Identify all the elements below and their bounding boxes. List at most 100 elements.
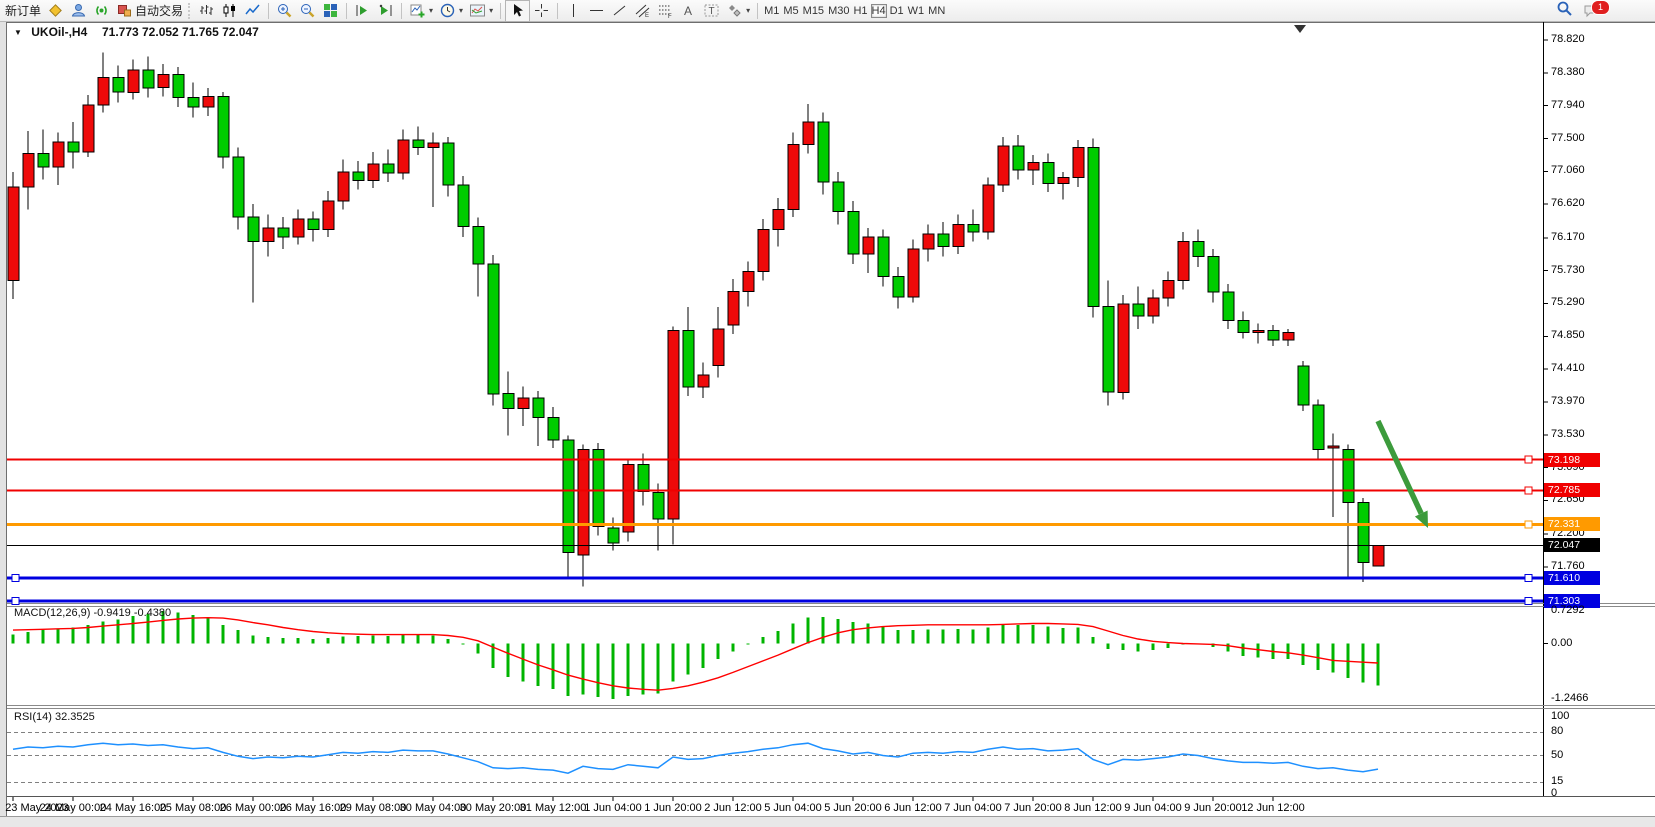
text-label-icon[interactable]: T	[700, 1, 723, 21]
candle-body	[307, 218, 320, 231]
equidistant-channel-icon[interactable]: E	[631, 1, 654, 21]
candle-body	[922, 233, 935, 250]
arrow-annotation[interactable]	[1375, 419, 1428, 528]
candle-body	[397, 139, 410, 174]
candle-body	[847, 211, 860, 255]
period-button[interactable]: ▾	[436, 1, 466, 21]
candle-body	[667, 329, 680, 520]
candle-body	[817, 121, 830, 183]
line-chart-icon[interactable]	[241, 1, 264, 21]
shapes-button[interactable]: ▾	[723, 1, 753, 21]
timeframe-toolbar: M1 M5 M15 M30 H1 H4 D1 W1 MN	[762, 1, 947, 20]
timeframe-button-H1[interactable]: H1	[853, 5, 868, 17]
candle-body	[352, 171, 365, 181]
toolbar-grip	[188, 2, 193, 19]
clock-icon	[440, 3, 455, 18]
chart-background[interactable]	[6, 22, 1655, 816]
candle-body	[157, 73, 170, 89]
candle-body	[907, 248, 920, 298]
candle-body	[1297, 365, 1310, 406]
tile-windows-icon[interactable]	[319, 1, 342, 21]
candle-body	[1327, 445, 1340, 449]
search-icon[interactable]	[1556, 0, 1573, 22]
new-chart-button[interactable]: ▾	[406, 1, 436, 21]
candle-body	[247, 216, 260, 242]
timeframe-button-M1[interactable]: M1	[764, 5, 780, 17]
candle-body	[277, 227, 290, 238]
timeframe-button-M30[interactable]: M30	[828, 5, 850, 17]
autotrading-icon	[118, 5, 132, 17]
candle-body	[1027, 161, 1040, 171]
candle-body	[1372, 545, 1385, 567]
auto-scroll-icon[interactable]	[351, 1, 374, 21]
candle-body	[1207, 255, 1220, 293]
metaeditor-icon[interactable]	[67, 1, 90, 21]
line-handle[interactable]	[11, 574, 20, 583]
candle-body	[772, 208, 785, 231]
line-handle[interactable]	[1524, 455, 1533, 464]
timeframe-button-W1[interactable]: W1	[907, 5, 925, 17]
bar-chart-icon[interactable]	[195, 1, 218, 21]
zoom-in-icon[interactable]	[273, 1, 296, 21]
svg-text:T: T	[709, 6, 715, 17]
line-handle[interactable]	[1524, 574, 1533, 583]
timeframe-button-MN[interactable]: MN	[928, 5, 946, 17]
macd-signal-line	[12, 616, 1379, 691]
candle-body	[967, 223, 980, 233]
candle-body	[592, 449, 605, 528]
timeframe-button-D1[interactable]: D1	[889, 5, 904, 17]
candle-body	[487, 263, 500, 395]
candle-body	[577, 449, 590, 556]
trendline-icon[interactable]	[608, 1, 631, 21]
autotrading-button[interactable]: 自动交易	[113, 1, 186, 21]
vertical-line-icon[interactable]	[562, 1, 585, 21]
candle-body	[547, 417, 560, 441]
line-handle[interactable]	[1524, 520, 1533, 529]
candle-body	[517, 397, 530, 410]
timeframe-button-M15[interactable]: M15	[802, 5, 825, 17]
fibonacci-icon[interactable]: F	[654, 1, 677, 21]
candle-body	[337, 171, 350, 202]
candle-body	[742, 270, 755, 293]
text-icon[interactable]: A	[677, 1, 700, 21]
axis-ticks	[12, 39, 1548, 801]
gold-diamond-icon[interactable]	[44, 1, 67, 21]
chart-shift-marker[interactable]	[1294, 25, 1306, 33]
candle-body	[67, 141, 80, 153]
candle-body	[112, 76, 125, 93]
template-button[interactable]: ▾	[466, 1, 496, 21]
horizontal-line-icon[interactable]	[585, 1, 608, 21]
toolbar-separator	[401, 2, 403, 19]
crosshair-icon[interactable]	[530, 1, 553, 21]
candle-body	[652, 491, 665, 520]
toolbar-separator	[268, 2, 270, 19]
chart-shift-icon[interactable]	[374, 1, 397, 21]
candle-body	[757, 229, 770, 272]
candle-body	[457, 184, 470, 228]
candle-body	[1042, 161, 1055, 184]
candle-body	[172, 73, 185, 98]
candle-body	[727, 291, 740, 326]
candlestick-chart-icon[interactable]	[218, 1, 241, 21]
line-handle[interactable]	[1524, 596, 1533, 605]
timeframe-button-H4[interactable]: H4	[870, 4, 887, 18]
candle-body	[292, 218, 305, 238]
candle-body	[322, 200, 335, 231]
timeframe-button-M5[interactable]: M5	[783, 5, 799, 17]
candle-body	[427, 142, 440, 148]
candle-body	[712, 328, 725, 366]
zoom-out-icon[interactable]	[296, 1, 319, 21]
template-icon	[470, 4, 486, 17]
candle-body	[682, 329, 695, 388]
new-order-button[interactable]: 新订单	[2, 1, 44, 21]
line-handle[interactable]	[1524, 486, 1533, 495]
dropdown-caret-icon: ▾	[429, 6, 434, 15]
signals-icon[interactable]	[90, 1, 113, 21]
autotrading-label: 自动交易	[135, 4, 184, 18]
line-handle[interactable]	[11, 596, 20, 605]
candle-body	[1087, 147, 1100, 307]
cursor-icon[interactable]	[505, 0, 531, 22]
candle-body	[1102, 305, 1115, 393]
notifications-icon[interactable]: 1	[1583, 0, 1610, 20]
